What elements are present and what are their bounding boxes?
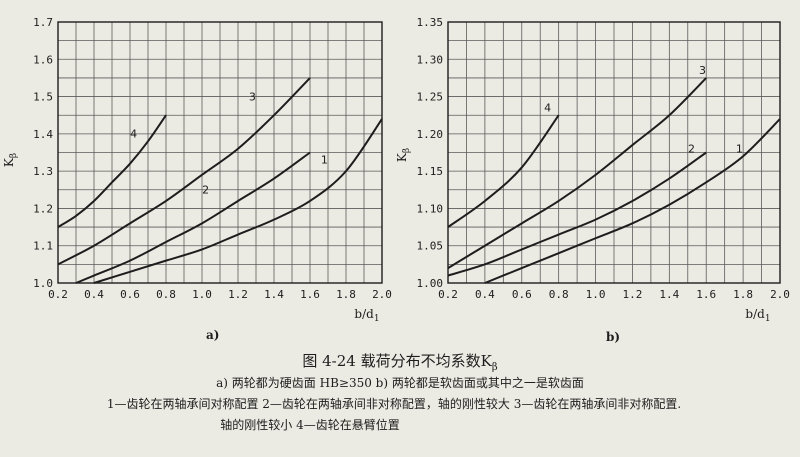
y-axis-label: Kβ [395, 148, 412, 162]
y-tick-label: 1.15 [417, 165, 444, 178]
x-tick-label: 0.8 [549, 288, 569, 301]
curve-label-3: 3 [699, 64, 706, 77]
series-curve-2 [75, 151, 311, 284]
x-tick-label: 1.4 [659, 288, 679, 301]
x-tick-label: 1.6 [300, 288, 320, 301]
y-tick-label: 1.20 [417, 128, 444, 141]
charts-canvas: 0.2 0.4 0.6 0.8 1.0 1.2 1.4 1.6 1.8 2.0 1.0 1.1 1.2 1… [2, 16, 790, 324]
curve-label-3: 3 [249, 90, 256, 103]
x-tick-label: 1.4 [264, 288, 284, 301]
caption-line-1: a) 两轮都为硬齿面 HB≥350 b) 两轮都是软齿面或其中之一是软齿面 [216, 376, 584, 390]
series-curve-3 [447, 77, 707, 269]
curve-label-4: 4 [130, 128, 137, 141]
caption-line-3: 轴的刚性较小 4—齿轮在悬臂位置 [220, 418, 400, 432]
x-tick-label: 1.0 [192, 288, 212, 301]
y-tick-label: 1.25 [417, 91, 444, 104]
plot-frame [447, 21, 781, 284]
chart-panel-b: 0.2 0.4 0.6 0.8 1.0 1.2 1.4 1.6 1.8 2.0 1.00 1.05 1.… [395, 16, 790, 324]
x-tick-label: 1.8 [336, 288, 356, 301]
series-curve-1 [93, 118, 383, 284]
caption-line-2: 1—齿轮在两轴承间对称配置 2—齿轮在两轴承间非对称配置，轴的刚性较大 3—齿轮… [106, 397, 682, 411]
x-tick-label: 0.2 [48, 288, 68, 301]
curve-label-1: 1 [736, 143, 743, 156]
y-tick-label: 1.00 [417, 277, 444, 290]
x-tick-label: 1.2 [623, 288, 643, 301]
x-tick-label: 2.0 [770, 288, 790, 301]
y-tick-label: 1.05 [417, 240, 444, 253]
curve-label-1: 1 [321, 154, 328, 167]
y-tick-label: 1.0 [33, 277, 53, 290]
series-curve-1 [484, 118, 781, 284]
x-tick-label: 0.6 [120, 288, 140, 301]
figure-title: 图 4-24 载荷分布不均系数Kβ [0, 350, 800, 373]
x-tick-label: 0.8 [156, 288, 176, 301]
x-tick-label: 0.2 [438, 288, 458, 301]
y-tick-label: 1.3 [33, 165, 53, 178]
x-tick-label: 0.4 [84, 288, 104, 301]
panel-a-label: a) [206, 328, 220, 342]
y-tick-label: 1.4 [33, 128, 53, 141]
series-curve-3 [57, 77, 311, 266]
x-axis-label: b/d1 [354, 307, 379, 324]
y-tick-label: 1.1 [33, 240, 53, 253]
curve-label-2: 2 [688, 143, 695, 156]
chart-panel-a: 0.2 0.4 0.6 0.8 1.0 1.2 1.4 1.6 1.8 2.0 1.0 1.1 1.2 1… [2, 16, 392, 324]
series-curve-4 [57, 114, 167, 228]
x-tick-label: 1.2 [228, 288, 248, 301]
y-tick-label: 1.30 [417, 53, 444, 66]
curve-label-4: 4 [544, 101, 551, 114]
figure-title-subscript: β [491, 362, 498, 373]
x-tick-label: 0.4 [475, 288, 495, 301]
y-tick-label: 1.35 [417, 16, 444, 29]
y-tick-label: 1.10 [417, 202, 444, 215]
x-tick-label: 1.6 [696, 288, 716, 301]
x-axis-label: b/d1 [745, 307, 770, 324]
figure-title-text: 图 4-24 载荷分布不均系数K [302, 352, 492, 370]
y-tick-label: 1.5 [33, 91, 53, 104]
y-tick-label: 1.6 [33, 53, 53, 66]
series-curve-2 [447, 151, 707, 277]
y-axis-label: Kβ [2, 153, 19, 167]
y-tick-label: 1.7 [33, 16, 53, 29]
x-tick-label: 2.0 [372, 288, 392, 301]
x-tick-label: 0.6 [512, 288, 532, 301]
x-tick-label: 1.0 [586, 288, 606, 301]
curve-label-2: 2 [202, 184, 209, 197]
plot-frame [57, 21, 383, 284]
series-curve-4 [447, 114, 560, 228]
x-tick-label: 1.8 [733, 288, 753, 301]
y-tick-label: 1.2 [33, 202, 53, 215]
panel-b-label: b) [606, 330, 621, 344]
